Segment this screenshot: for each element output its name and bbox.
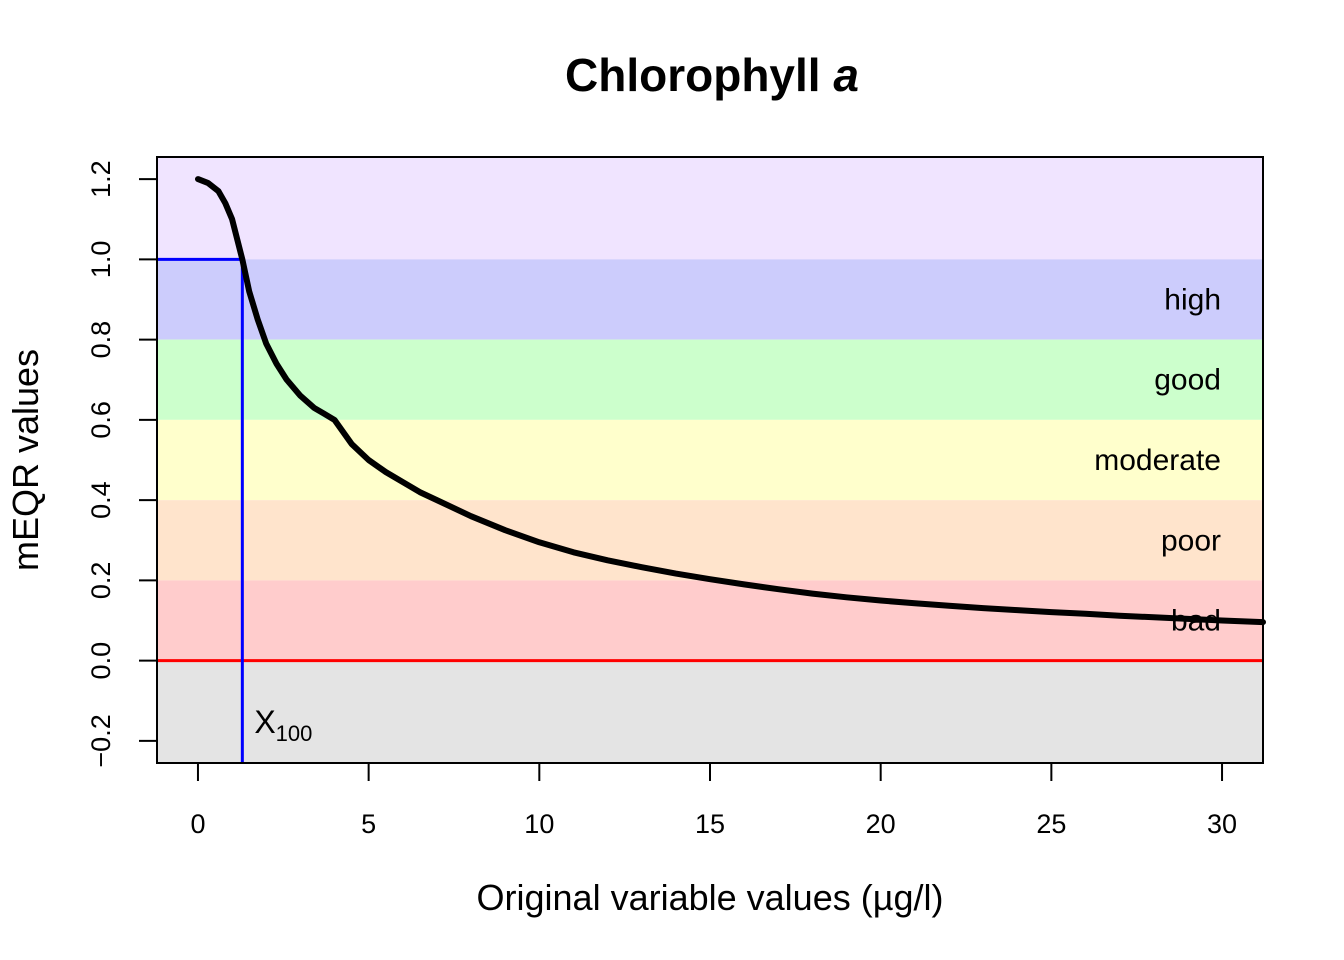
- data-series-layer: [195, 176, 1266, 626]
- band-labels: high good moderate poor bad: [1094, 283, 1221, 637]
- x100-label-main: X: [254, 704, 275, 740]
- x-tick-label-25: 25: [1036, 809, 1066, 839]
- band-label-poor: poor: [1161, 524, 1221, 557]
- x-tick-label-0: 0: [190, 809, 205, 839]
- band-good: [157, 339, 1263, 420]
- band-poor: [157, 500, 1263, 581]
- x-axis: 0 5 10 15 20 25 30: [190, 762, 1237, 839]
- x-tick-label-30: 30: [1207, 809, 1237, 839]
- x100-label: X100: [254, 704, 312, 746]
- y-tick-label-6: 1.0: [86, 241, 116, 279]
- chart-title-text: Chlorophyll: [565, 49, 821, 101]
- x-tick-label-10: 10: [524, 809, 554, 839]
- band-label-high: high: [1164, 283, 1221, 316]
- band-label-bad: bad: [1171, 605, 1221, 638]
- band-high: [157, 259, 1263, 340]
- y-tick-label-2: 0.2: [86, 562, 116, 600]
- y-axis: −0.2 0.0 0.2 0.4 0.6 0.8 1.0 1.2: [86, 160, 158, 768]
- chart-title-italic: a: [833, 49, 859, 101]
- band-label-moderate: moderate: [1094, 444, 1221, 477]
- band-fill-6: [157, 660, 1263, 763]
- band-bad: [157, 580, 1263, 661]
- y-tick-label-5: 0.8: [86, 321, 116, 359]
- x-tick-label-20: 20: [866, 809, 896, 839]
- y-tick-label-4: 0.6: [86, 401, 116, 439]
- y-tick-label-7: 1.2: [86, 160, 116, 198]
- series-line-0: [195, 176, 1266, 626]
- quality-bands: [157, 157, 1263, 763]
- band-fill-0: [157, 157, 1263, 260]
- chart-title: Chlorophyll a: [565, 49, 859, 101]
- y-axis-label: mEQR values: [5, 349, 46, 571]
- y-tick-label-0: −0.2: [86, 714, 116, 767]
- y-tick-label-1: 0.0: [86, 642, 116, 680]
- band-label-good: good: [1154, 364, 1221, 397]
- x-tick-label-5: 5: [361, 809, 376, 839]
- x100-label-sub: 100: [276, 721, 313, 746]
- y-tick-label-3: 0.4: [86, 481, 116, 519]
- reference-lines: [157, 257, 1263, 763]
- x-axis-label: Original variable values (µg/l): [477, 877, 944, 918]
- x-tick-label-15: 15: [695, 809, 725, 839]
